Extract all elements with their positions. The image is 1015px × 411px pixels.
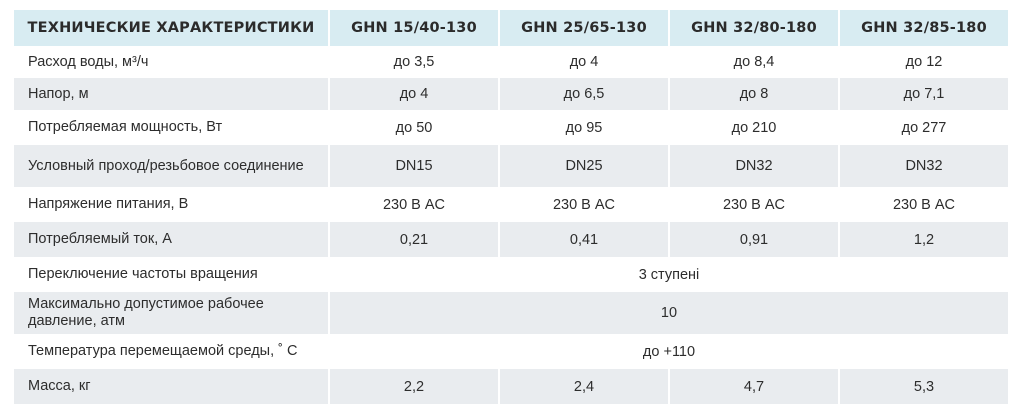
cell-value: до 4: [330, 78, 498, 110]
cell-value: до 95: [500, 110, 668, 145]
row-label: Условный проход/резьбовое соединение: [14, 145, 328, 187]
cell-merged-value: 3 ступені: [330, 257, 1008, 292]
cell-value: DN32: [670, 145, 838, 187]
cell-value: 230 В AC: [670, 187, 838, 222]
cell-value: 5,3: [840, 369, 1008, 404]
cell-value: до 210: [670, 110, 838, 145]
cell-value: до 6,5: [500, 78, 668, 110]
cell-value: 2,4: [500, 369, 668, 404]
row-label: Потребляемый ток, А: [14, 222, 328, 257]
header-model-4: GHN 32/85-180: [840, 10, 1008, 46]
cell-value: 2,2: [330, 369, 498, 404]
row-connection: Условный проход/резьбовое соединение DN1…: [14, 145, 1008, 187]
row-voltage: Напряжение питания, В 230 В AC 230 В AC …: [14, 187, 1008, 222]
row-water-flow: Расход воды, м³/ч до 3,5 до 4 до 8,4 до …: [14, 46, 1008, 78]
cell-value: 230 В AC: [500, 187, 668, 222]
row-speed-switch: Переключение частоты вращения 3 ступені: [14, 257, 1008, 292]
row-label: Переключение частоты вращения: [14, 257, 328, 292]
cell-value: до 8,4: [670, 46, 838, 78]
cell-value: до 4: [500, 46, 668, 78]
cell-value: 1,2: [840, 222, 1008, 257]
cell-merged-value: до +110: [330, 334, 1008, 369]
cell-value: до 3,5: [330, 46, 498, 78]
header-characteristics: ТЕХНИЧЕСКИЕ ХАРАКТЕРИСТИКИ: [14, 10, 328, 46]
cell-value: 4,7: [670, 369, 838, 404]
cell-value: 0,21: [330, 222, 498, 257]
row-current: Потребляемый ток, А 0,21 0,41 0,91 1,2: [14, 222, 1008, 257]
row-label: Напряжение питания, В: [14, 187, 328, 222]
cell-value: 230 В AC: [840, 187, 1008, 222]
row-label: Потребляемая мощность, Вт: [14, 110, 328, 145]
cell-value: до 277: [840, 110, 1008, 145]
row-label: Масса, кг: [14, 369, 328, 404]
header-model-3: GHN 32/80-180: [670, 10, 838, 46]
header-model-1: GHN 15/40-130: [330, 10, 498, 46]
cell-value: DN25: [500, 145, 668, 187]
row-head: Напор, м до 4 до 6,5 до 8 до 7,1: [14, 78, 1008, 110]
spec-table: ТЕХНИЧЕСКИЕ ХАРАКТЕРИСТИКИ GHN 15/40-130…: [12, 10, 1010, 404]
row-label: Температура перемещаемой среды, ˚ С: [14, 334, 328, 369]
cell-value: до 8: [670, 78, 838, 110]
header-row: ТЕХНИЧЕСКИЕ ХАРАКТЕРИСТИКИ GHN 15/40-130…: [14, 10, 1008, 46]
cell-value: DN32: [840, 145, 1008, 187]
row-mass: Масса, кг 2,2 2,4 4,7 5,3: [14, 369, 1008, 404]
header-model-2: GHN 25/65-130: [500, 10, 668, 46]
row-label: Расход воды, м³/ч: [14, 46, 328, 78]
cell-value: до 12: [840, 46, 1008, 78]
row-temperature: Температура перемещаемой среды, ˚ С до +…: [14, 334, 1008, 369]
cell-merged-value: 10: [330, 292, 1008, 334]
row-power: Потребляемая мощность, Вт до 50 до 95 до…: [14, 110, 1008, 145]
row-label: Напор, м: [14, 78, 328, 110]
cell-value: 0,91: [670, 222, 838, 257]
cell-value: 230 В AC: [330, 187, 498, 222]
cell-value: до 50: [330, 110, 498, 145]
cell-value: DN15: [330, 145, 498, 187]
cell-value: до 7,1: [840, 78, 1008, 110]
row-max-pressure: Максимально допустимое рабочее давление,…: [14, 292, 1008, 334]
cell-value: 0,41: [500, 222, 668, 257]
row-label: Максимально допустимое рабочее давление,…: [14, 292, 328, 334]
